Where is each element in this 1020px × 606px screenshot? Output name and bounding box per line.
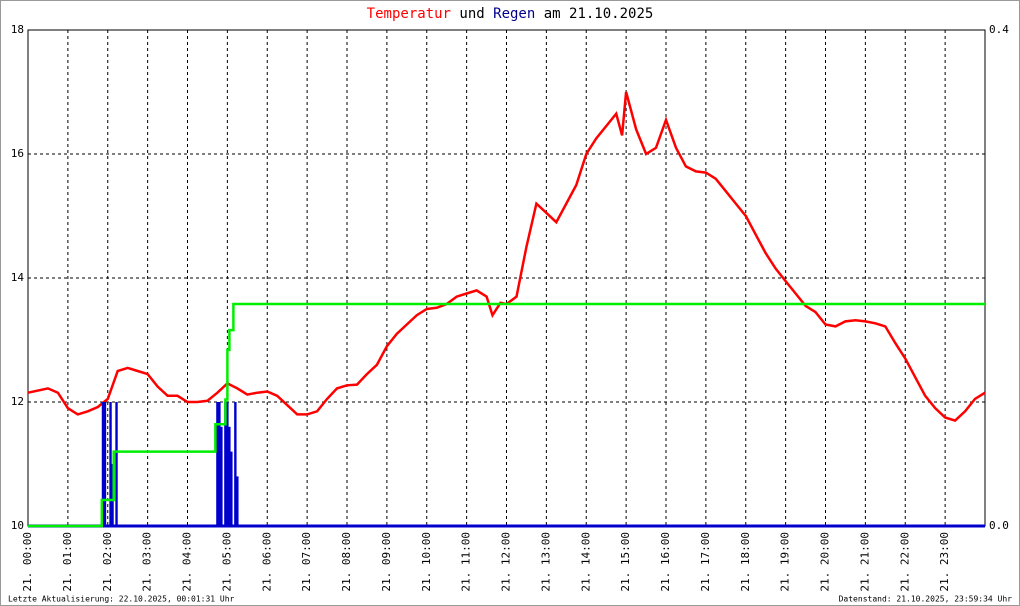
rain-bar bbox=[218, 402, 221, 526]
x-tick-label: 21. 21:00 bbox=[858, 532, 871, 592]
x-tick-label: 21. 09:00 bbox=[380, 532, 393, 592]
rain-bar bbox=[101, 402, 105, 526]
rain-bar bbox=[109, 402, 112, 526]
x-tick-label: 21. 22:00 bbox=[898, 532, 911, 592]
title-part: Regen bbox=[493, 6, 535, 22]
series-line bbox=[28, 302, 985, 528]
y2-tick-label: 0.4 bbox=[989, 23, 1009, 36]
footer-right: Datenstand: 21.10.2025, 23:59:34 Uhr bbox=[839, 595, 1013, 604]
x-tick-label: 21. 20:00 bbox=[819, 532, 832, 592]
x-tick-label: 21. 15:00 bbox=[619, 532, 632, 592]
chart-title: Temperatur und Regen am 21.10.2025 bbox=[367, 6, 654, 22]
x-tick-label: 21. 04:00 bbox=[181, 532, 194, 592]
x-tick-label: 21. 08:00 bbox=[340, 532, 353, 592]
y2-tick-label: 0.0 bbox=[989, 519, 1009, 532]
rain-bar bbox=[226, 402, 229, 526]
rain-bar bbox=[234, 402, 237, 526]
x-tick-label: 21. 02:00 bbox=[101, 532, 114, 592]
x-tick-label: 21. 07:00 bbox=[300, 532, 313, 592]
title-part: Temperatur bbox=[367, 6, 451, 22]
x-tick-label: 21. 14:00 bbox=[579, 532, 592, 592]
title-part: und bbox=[459, 6, 484, 22]
y-tick-label: 14 bbox=[11, 271, 25, 284]
x-tick-label: 21. 16:00 bbox=[659, 532, 672, 592]
rain-bar bbox=[236, 476, 239, 526]
x-tick-label: 21. 05:00 bbox=[220, 532, 233, 592]
rain-bar bbox=[228, 426, 231, 526]
x-tick-label: 21. 23:00 bbox=[938, 532, 951, 592]
rain-bar bbox=[220, 426, 223, 526]
title-part: am 21.10.2025 bbox=[544, 6, 654, 22]
rain-bar bbox=[103, 402, 107, 526]
y-tick-label: 10 bbox=[11, 519, 24, 532]
rain-bar bbox=[216, 402, 219, 526]
x-tick-label: 21. 11:00 bbox=[460, 532, 473, 592]
x-tick-label: 21. 06:00 bbox=[260, 532, 273, 592]
footer-left: Letzte Aktualisierung: 22.10.2025, 00:01… bbox=[8, 595, 235, 604]
rain-bar bbox=[230, 451, 233, 526]
series-line bbox=[27, 91, 986, 423]
rain-bar bbox=[224, 402, 227, 526]
y-tick-label: 12 bbox=[11, 395, 24, 408]
rain-bar bbox=[115, 402, 118, 526]
x-tick-label: 21. 18:00 bbox=[739, 532, 752, 592]
x-tick-label: 21. 17:00 bbox=[699, 532, 712, 592]
x-tick-label: 21. 13:00 bbox=[539, 532, 552, 592]
x-tick-label: 21. 10:00 bbox=[420, 532, 433, 592]
x-tick-label: 21. 03:00 bbox=[141, 532, 154, 592]
x-tick-label: 21. 01:00 bbox=[61, 532, 74, 592]
x-tick-label: 21. 12:00 bbox=[500, 532, 513, 592]
x-tick-label: 21. 19:00 bbox=[779, 532, 792, 592]
y-tick-label: 16 bbox=[11, 147, 24, 160]
x-tick-label: 21. 00:00 bbox=[21, 532, 34, 592]
y-tick-label: 18 bbox=[11, 23, 24, 36]
